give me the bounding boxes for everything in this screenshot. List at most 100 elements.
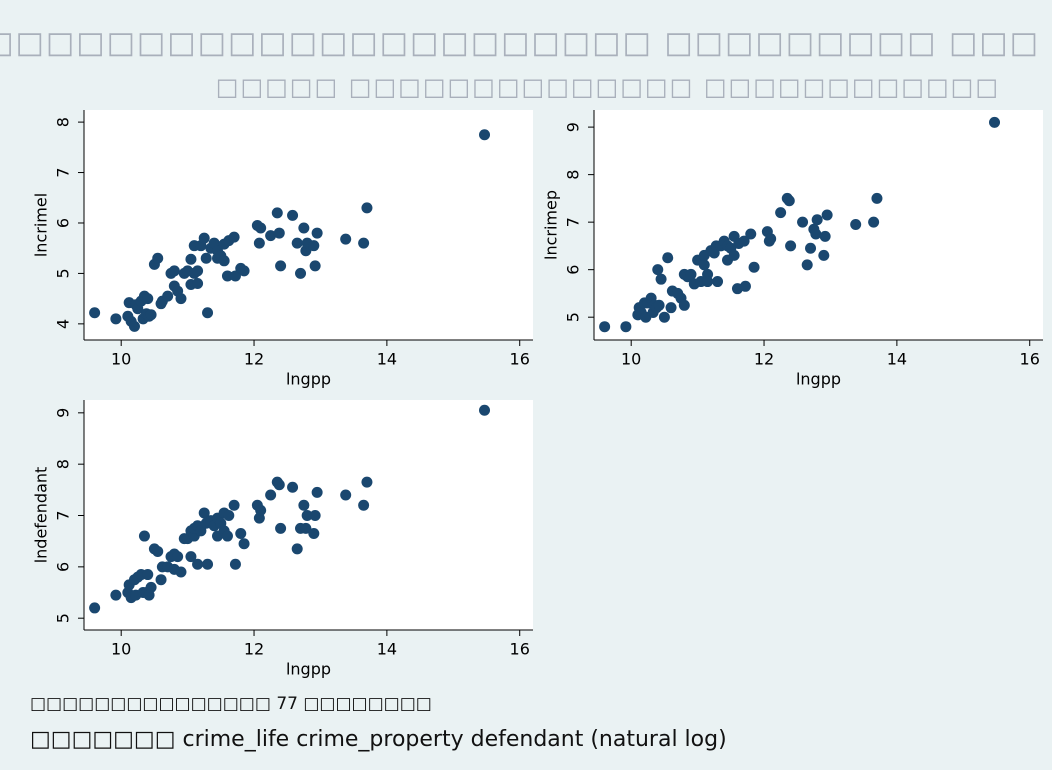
x-tick-label: 10 (111, 350, 131, 369)
point (89, 307, 101, 319)
point (195, 525, 207, 537)
point (128, 320, 140, 332)
point (340, 233, 352, 245)
x-tick-label: 16 (1020, 350, 1040, 369)
point (273, 479, 285, 491)
point (698, 259, 710, 271)
point (818, 249, 830, 261)
y-tick-label: 5 (564, 312, 583, 322)
point (218, 255, 230, 267)
point (110, 313, 122, 325)
point (238, 265, 250, 277)
y-tick-label: 5 (54, 613, 73, 623)
point (175, 293, 187, 305)
point (271, 207, 283, 219)
point (142, 569, 154, 581)
point (265, 230, 277, 242)
point (287, 209, 299, 221)
point (358, 499, 370, 511)
point (301, 510, 313, 522)
y-axis-label: lndefendant (32, 467, 51, 564)
point (295, 267, 307, 279)
point (275, 260, 287, 272)
point (175, 566, 187, 578)
plot-area (84, 110, 533, 340)
x-tick-label: 10 (111, 640, 131, 659)
point (738, 235, 750, 247)
point (291, 543, 303, 555)
x-tick-label: 14 (377, 640, 397, 659)
point (198, 507, 210, 519)
point (311, 227, 323, 239)
x-axis-label: lngpp (796, 370, 841, 389)
point (265, 489, 277, 501)
point (655, 273, 667, 285)
point (308, 527, 320, 539)
point (775, 207, 787, 219)
point (89, 602, 101, 614)
y-axis-label: lncrimel (32, 193, 51, 257)
point (152, 545, 164, 557)
figure-subtitle: □□□□□ □□□□□□□□□□□□□□ □□□□□□□□□□□□ (216, 73, 1000, 101)
y-tick-label: 4 (54, 319, 73, 329)
point (311, 486, 323, 498)
y-axis-label: lncrimep (542, 190, 561, 260)
x-axis-label: lngpp (286, 660, 331, 679)
point (739, 280, 751, 292)
y-tick-label: 9 (564, 122, 583, 132)
point (685, 268, 697, 280)
point (748, 261, 760, 273)
point (162, 290, 174, 302)
point (273, 227, 285, 239)
point (172, 551, 184, 563)
point (871, 192, 883, 204)
point (185, 253, 197, 265)
point (479, 404, 491, 416)
point (850, 219, 862, 231)
point (805, 242, 817, 254)
figure-title: □□□□□□□□□□□□□□□□□□□□□□□ □□□□□□□□□ □□□ (0, 26, 1040, 61)
x-axis-label: lngpp (286, 370, 331, 389)
point (821, 209, 833, 221)
x-tick-label: 12 (754, 350, 774, 369)
point (745, 228, 757, 240)
point (110, 589, 122, 601)
point (658, 311, 670, 323)
x-tick-label: 16 (510, 350, 530, 369)
point (198, 232, 210, 244)
point (185, 551, 197, 563)
note: □□□□□□□ crime_life crime_property defend… (30, 727, 727, 752)
y-tick-label: 5 (54, 268, 73, 278)
point (221, 530, 233, 542)
y-tick-label: 6 (564, 265, 583, 275)
y-tick-label: 8 (54, 117, 73, 127)
point (785, 240, 797, 252)
point (361, 476, 373, 488)
point (228, 231, 240, 243)
point (765, 233, 777, 245)
point (728, 249, 740, 261)
point (202, 558, 214, 570)
y-tick-label: 7 (564, 217, 583, 227)
point (811, 214, 823, 226)
point (599, 321, 611, 333)
y-tick-label: 7 (54, 167, 73, 177)
point (221, 270, 233, 282)
point (152, 252, 164, 264)
point (361, 202, 373, 214)
point (620, 321, 632, 333)
point (235, 527, 247, 539)
y-tick-label: 8 (54, 459, 73, 469)
y-tick-label: 9 (54, 408, 73, 418)
point (138, 530, 150, 542)
point (783, 195, 795, 207)
point (202, 307, 214, 319)
point (868, 216, 880, 228)
point (702, 276, 714, 288)
point (810, 228, 822, 240)
point (309, 260, 321, 272)
point (479, 129, 491, 141)
point (309, 510, 321, 522)
point (255, 222, 267, 234)
point (300, 522, 312, 534)
